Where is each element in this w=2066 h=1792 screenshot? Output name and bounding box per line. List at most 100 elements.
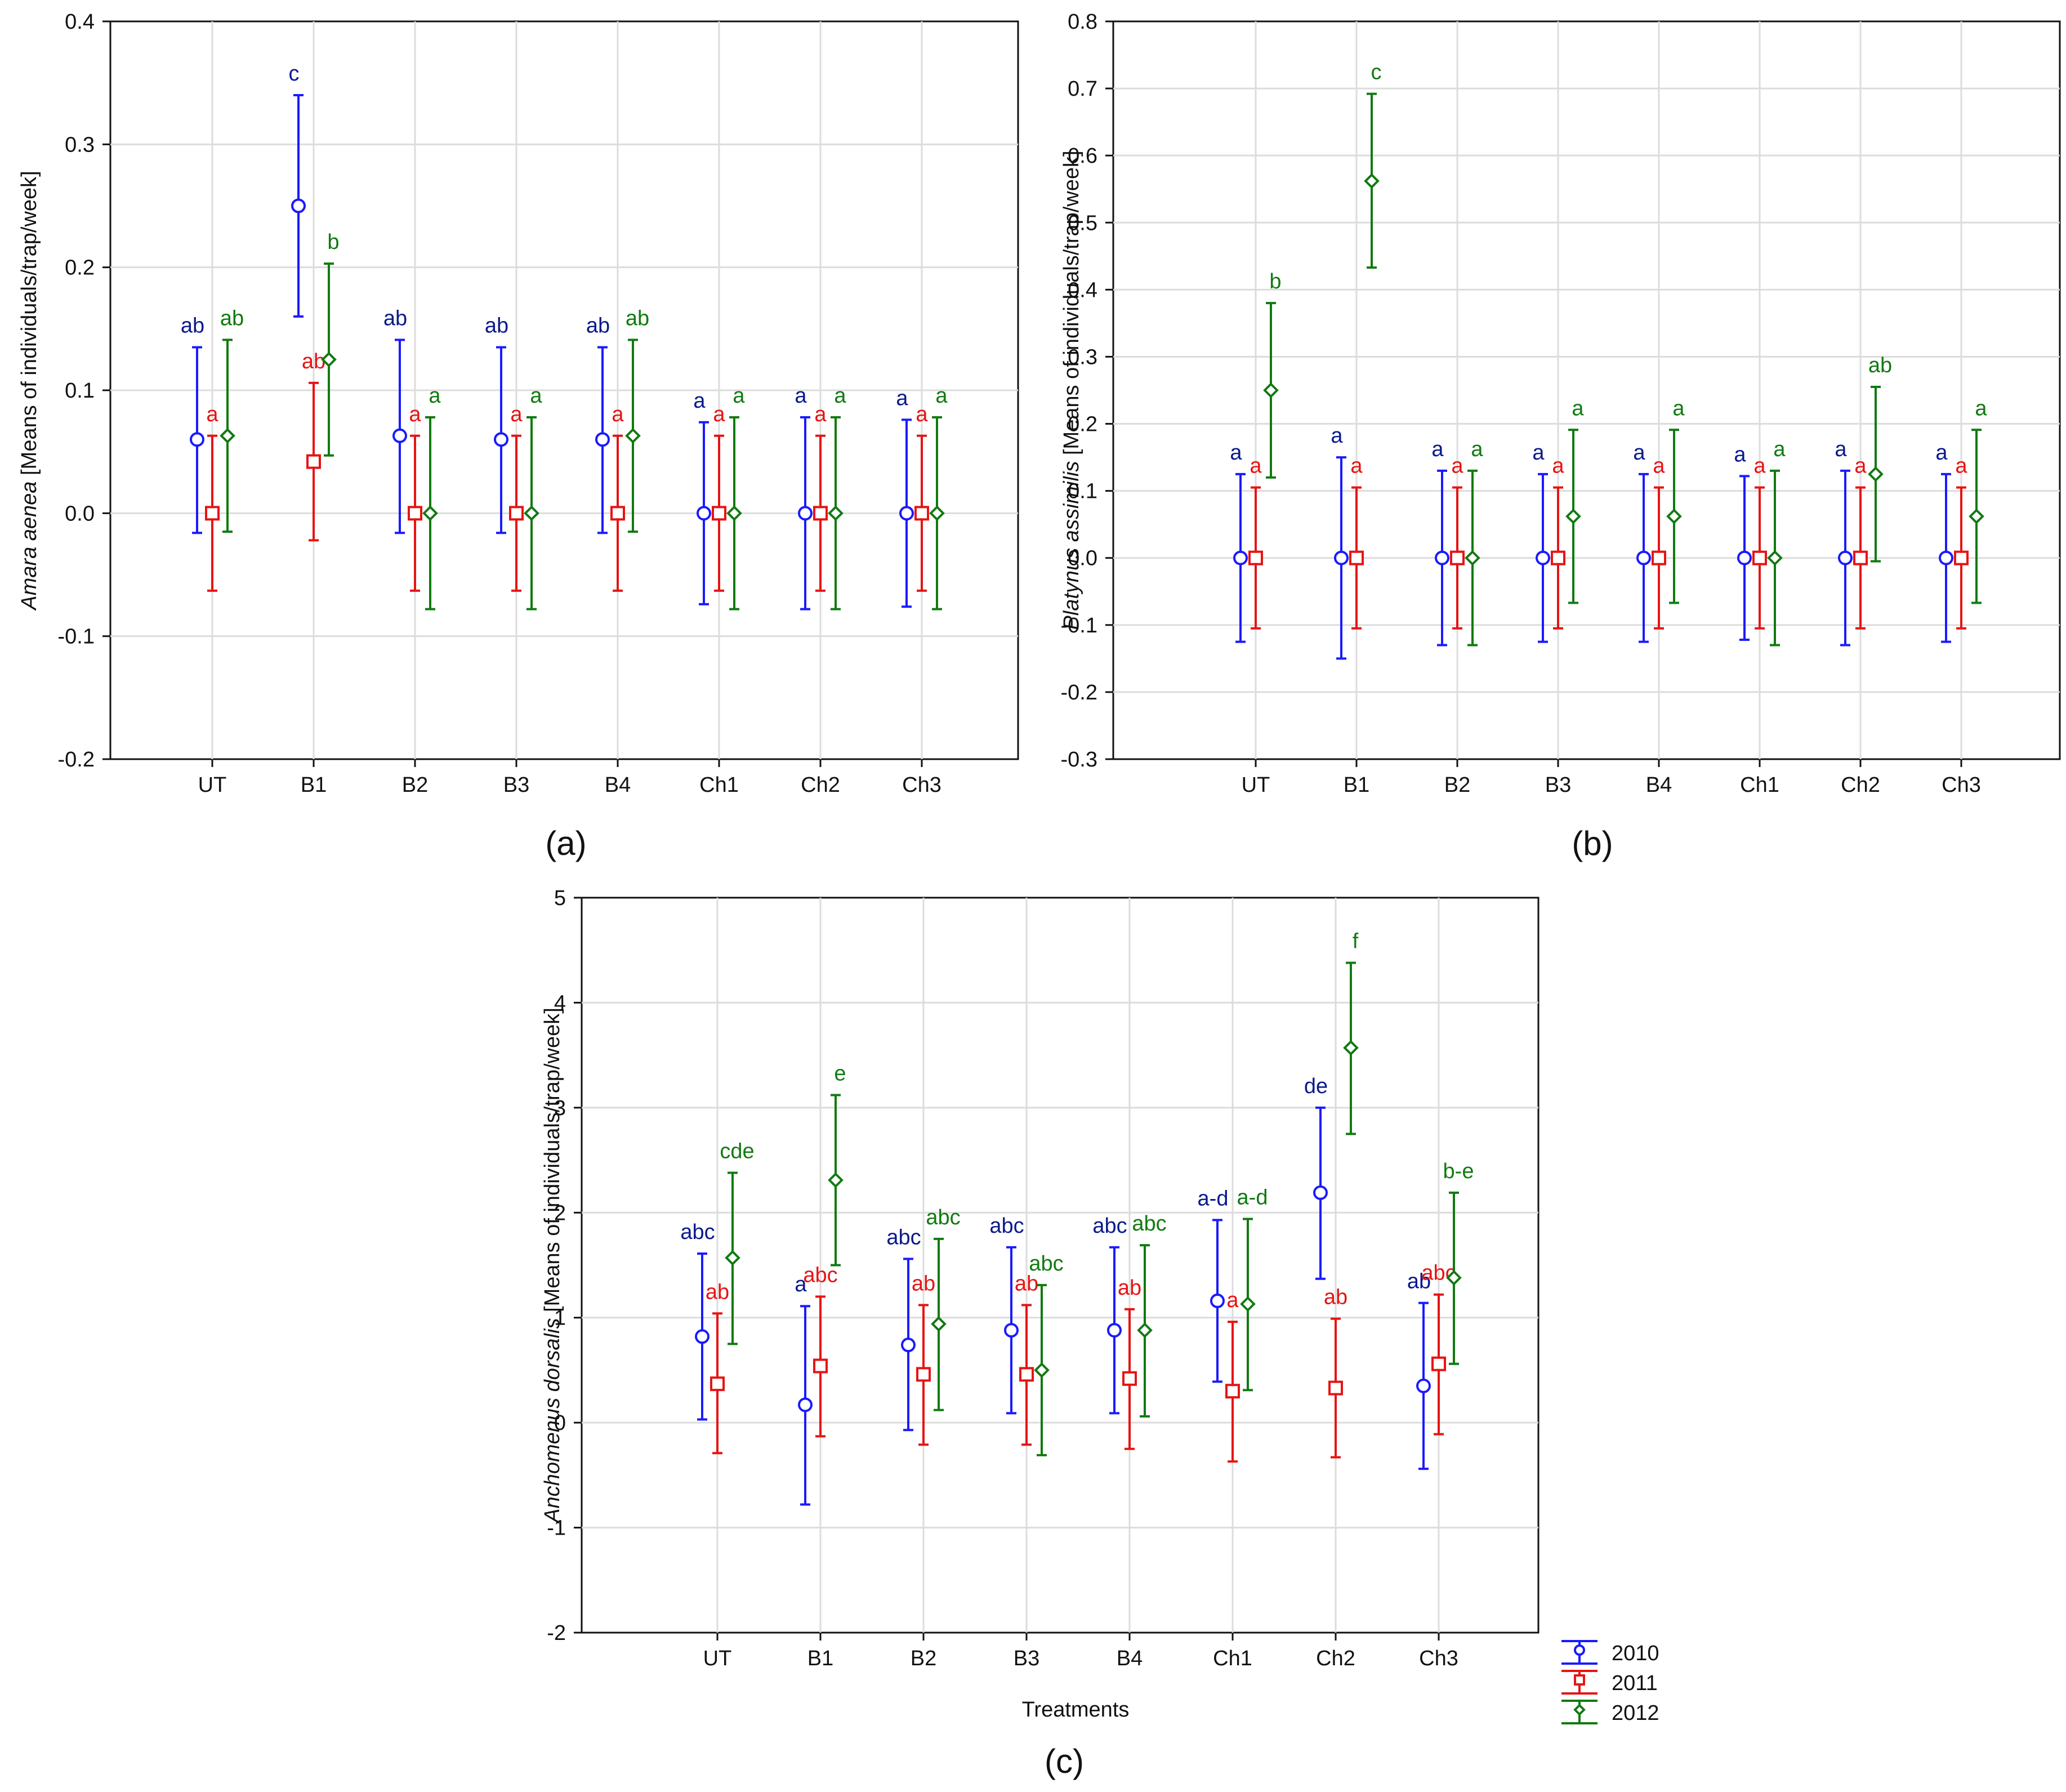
data-point-b-2012-Ch3: [1969, 509, 1984, 524]
y-tick-label-b: 0.3: [1068, 345, 1097, 369]
x-tick-label-a: UT: [198, 773, 227, 797]
x-tick-label-c: B2: [911, 1647, 936, 1670]
y-tick-label-b: 0.0: [1068, 547, 1097, 570]
significance-letter-c-2012-Ch1: a-d: [1237, 1185, 1268, 1209]
y-tick-label-b: 0.2: [1068, 413, 1097, 436]
significance-letter-c-2010-B4: abc: [1092, 1214, 1127, 1238]
marker-fill-b-2010-B1: [1336, 552, 1346, 563]
significance-letter-b-2010-Ch1: a: [1734, 443, 1746, 466]
marker-fill-a-2011-UT: [207, 508, 217, 519]
marker-fill-c-2011-B4: [1125, 1373, 1135, 1384]
x-tick-label-c: B3: [1014, 1647, 1039, 1670]
x-tick-label-b: B1: [1344, 773, 1369, 797]
significance-letter-a-2011-B3: a: [510, 403, 523, 426]
significance-letter-a-2010-Ch1: a: [693, 389, 706, 413]
data-point-a-2012-Ch3: [929, 505, 945, 521]
data-point-c-2011-B2: [916, 1367, 931, 1382]
data-point-b-2010-B3: [1536, 550, 1550, 565]
marker-fill-a-2010-B4: [597, 434, 608, 445]
data-point-a-2011-Ch3: [914, 506, 929, 521]
data-point-b-2011-Ch3: [1954, 550, 1969, 565]
significance-letter-c-2012-B2: abc: [926, 1206, 960, 1229]
y-axis-title-b: Platynus assimilis [Means of individuals…: [1060, 150, 1083, 630]
y-axis-species-b: Platynus assimilis: [1060, 461, 1083, 630]
significance-letter-c-2011-B3: ab: [1015, 1272, 1038, 1295]
marker-fill-b-2010-Ch1: [1739, 552, 1750, 563]
marker-fill-b-2010-Ch2: [1840, 552, 1850, 563]
significance-letter-b-2010-B3: a: [1532, 441, 1545, 465]
significance-letter-c-2011-B1: abc: [803, 1263, 837, 1287]
marker-fill-a-2010-B1: [293, 200, 304, 211]
significance-letter-a-2012-B2: a: [429, 384, 441, 408]
plot-frame-c: [581, 897, 1540, 1634]
x-tick-label-c: UT: [703, 1647, 732, 1670]
marker-fill-b-2010-B2: [1437, 552, 1447, 563]
marker-fill-b-2011-B2: [1452, 552, 1462, 563]
significance-letter-c-2010-Ch2: de: [1304, 1075, 1328, 1098]
y-axis-unit-a: [Means of individuals/trap/week]: [17, 171, 41, 481]
marker-fill-c-2010-B2: [903, 1340, 913, 1350]
x-tick-label-a: B4: [605, 773, 631, 797]
significance-letter-b-2010-B1: a: [1331, 424, 1343, 448]
significance-letter-c-2011-Ch2: ab: [1324, 1286, 1347, 1309]
marker-fill-c-2011-Ch3: [1434, 1358, 1444, 1369]
data-point-c-2012-Ch1: [1240, 1296, 1256, 1312]
data-point-b-2011-B3: [1551, 550, 1565, 565]
data-point-b-2011-B4: [1652, 550, 1666, 565]
x-tick-label-a: B3: [503, 773, 529, 797]
y-tick-label-b: 0.8: [1068, 10, 1097, 34]
x-tick-label-c: Ch2: [1316, 1647, 1355, 1670]
plot-frame-b: [1112, 20, 2061, 760]
marker-fill-a-2010-Ch1: [699, 508, 709, 519]
data-point-b-2011-Ch2: [1853, 550, 1868, 565]
y-tick-label-c: 0: [554, 1411, 566, 1435]
y-axis-title-c: Anchomenus dorsalis [Means of individual…: [541, 1008, 564, 1524]
x-tick-label-b: B2: [1444, 773, 1470, 797]
y-tick-label-b: -0.3: [1061, 748, 1097, 772]
data-point-c-2012-Ch3: [1446, 1270, 1462, 1286]
significance-letter-b-2012-B3: a: [1572, 396, 1584, 420]
data-point-b-2010-Ch3: [1939, 550, 1953, 565]
significance-letter-b-2012-Ch3: a: [1975, 396, 1987, 420]
data-point-a-2011-B2: [408, 506, 422, 521]
data-point-a-2010-B4: [595, 432, 610, 447]
y-tick-label-b: 0.6: [1068, 144, 1097, 168]
significance-letter-a-2011-Ch2: a: [814, 403, 827, 426]
significance-letter-b-2011-B2: a: [1451, 454, 1463, 478]
significance-letter-a-2012-Ch2: a: [834, 384, 846, 408]
y-axis-unit-b: [Means of individuals/trap/week]: [1060, 150, 1083, 461]
data-point-b-2011-B1: [1349, 550, 1364, 565]
marker-fill-a-2011-B3: [511, 508, 521, 519]
data-point-b-2012-B2: [1465, 550, 1480, 566]
significance-letter-a-2011-B2: a: [409, 403, 421, 426]
marker-fill-a-2011-B4: [613, 508, 623, 519]
significance-letter-a-2010-B2: ab: [383, 306, 407, 330]
y-tick-label-b: -0.1: [1061, 614, 1097, 638]
y-axis-species-c: Anchomenus dorsalis: [541, 1318, 564, 1523]
marker-fill-c-2011-Ch1: [1228, 1386, 1238, 1397]
marker-fill-a-2011-B2: [410, 508, 420, 519]
significance-letter-a-2010-UT: ab: [181, 314, 204, 338]
data-point-c-2010-Ch3: [1416, 1378, 1431, 1393]
marker-fill-a-2011-B1: [309, 456, 319, 467]
data-point-a-2011-B4: [610, 506, 625, 521]
data-point-c-2010-B4: [1107, 1323, 1122, 1338]
y-tick-label-b: 0.7: [1068, 77, 1097, 101]
significance-letter-b-2010-B2: a: [1431, 438, 1444, 461]
x-tick-label-b: Ch3: [1942, 773, 1981, 797]
significance-letter-b-2012-Ch2: ab: [1868, 354, 1892, 377]
data-point-a-2012-B4: [625, 427, 641, 444]
data-point-a-2010-Ch2: [798, 506, 813, 521]
data-point-b-2011-Ch1: [1752, 550, 1767, 565]
significance-letter-b-2011-Ch3: a: [1955, 454, 1967, 478]
marker-fill-a-2010-Ch2: [800, 508, 810, 519]
legend-marker-2011: [1574, 1674, 1585, 1686]
data-point-b-2012-Ch2: [1868, 466, 1884, 482]
data-point-b-2010-B2: [1435, 550, 1449, 565]
data-point-b-2010-Ch2: [1838, 550, 1853, 565]
y-tick-label-c: -1: [547, 1517, 566, 1540]
x-tick-label-a: B2: [402, 773, 428, 797]
x-tick-label-a: Ch3: [902, 773, 941, 797]
data-point-c-2010-B3: [1004, 1323, 1019, 1338]
significance-letter-c-2010-UT: abc: [680, 1220, 715, 1244]
